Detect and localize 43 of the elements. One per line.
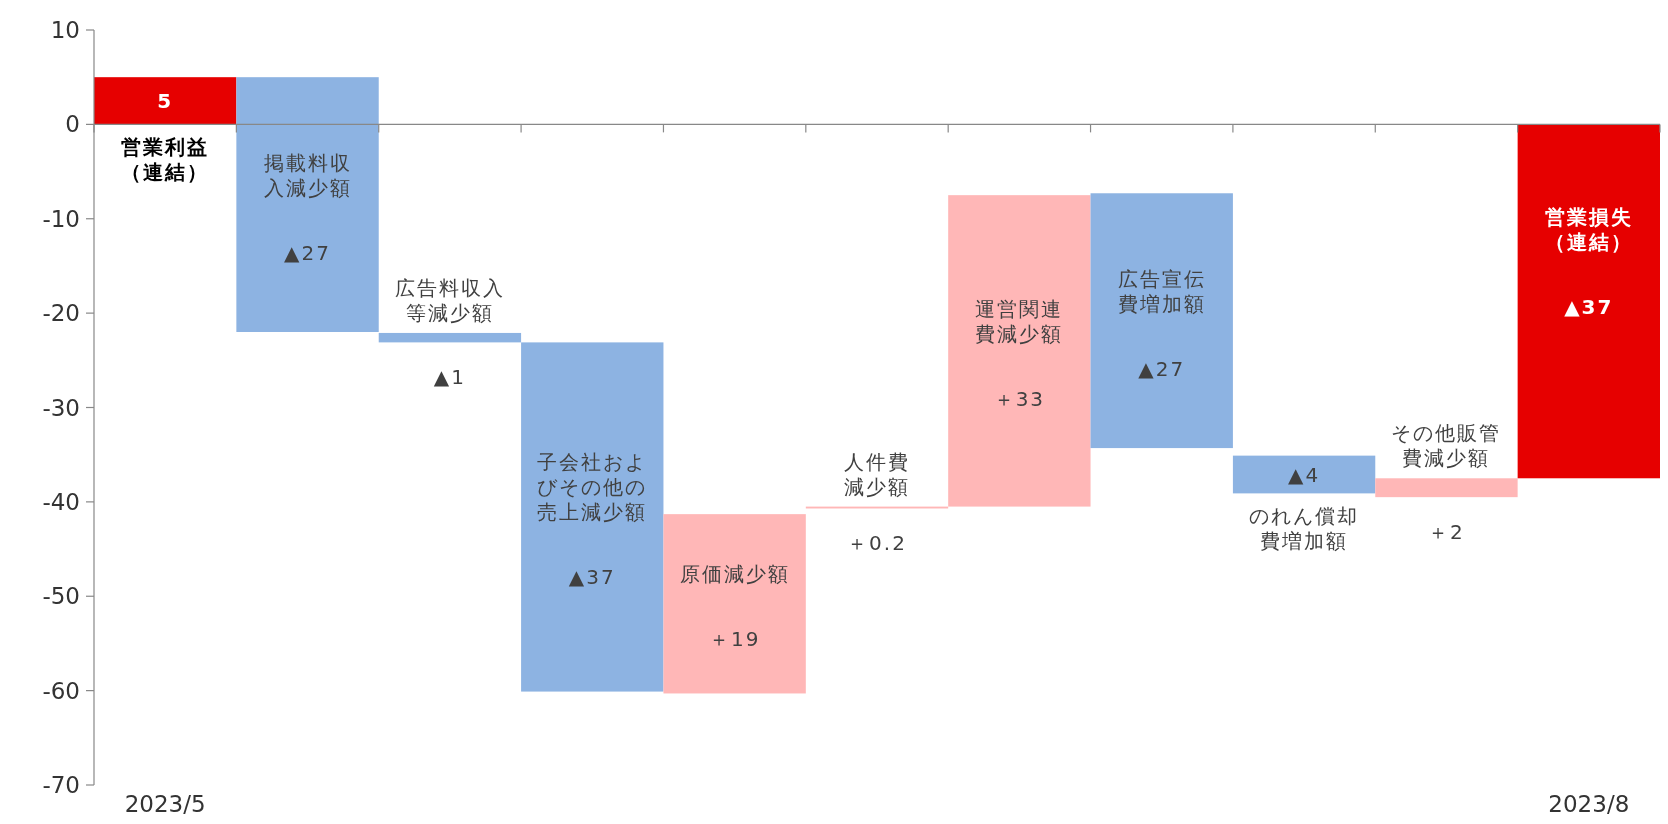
x-tick-label: その他販管費減少額 [1391, 421, 1502, 471]
bar [663, 514, 806, 694]
x-tick-label: 人件費減少額 [844, 449, 910, 499]
bar [94, 77, 237, 125]
x-tick-label: 営業利益（連結） [121, 135, 210, 185]
data-label: ▲37 [568, 565, 616, 590]
data-label: ▲4 [1288, 462, 1321, 487]
x-tick-label: 運営関連費減少額 [975, 296, 1064, 346]
y-tick-label: -30 [42, 394, 80, 421]
x-tick-label: 掲載料収入減少額 [263, 150, 352, 200]
bar [521, 342, 664, 692]
bar [1232, 455, 1376, 494]
bar [1375, 478, 1518, 498]
data-label: ＋0.2 [847, 531, 907, 556]
data-label: ▲27 [1138, 356, 1186, 381]
x-tick-label: 広告料収入等減少額 [394, 275, 505, 325]
x-tick-label: 広告宣伝費増加額 [1117, 266, 1206, 316]
y-tick-label: 0 [65, 111, 80, 138]
y-tick-label: -70 [42, 772, 80, 798]
data-label: ＋2 [1428, 520, 1465, 545]
bar [1090, 193, 1233, 449]
x-tick-label: 原価減少額 [679, 562, 790, 587]
bar [1517, 124, 1660, 479]
y-tick-label: -50 [42, 583, 80, 610]
x-tick-label: 子会社およびその他の売上減少額 [537, 450, 648, 525]
y-tick-label: -20 [42, 300, 80, 327]
data-label: ▲27 [284, 240, 331, 265]
data-label: ＋19 [708, 627, 761, 652]
data-label: 5 [157, 88, 174, 113]
y-tick-label: -40 [42, 488, 80, 515]
x-tick-label: 営業損失（連結） [1544, 205, 1633, 255]
bar [378, 332, 522, 343]
data-label: ▲1 [433, 365, 466, 390]
x-tick-label: のれん償却費増加額 [1249, 504, 1360, 554]
data-label: ▲37 [1564, 295, 1614, 320]
text: 2023/5 [124, 791, 206, 817]
data-label: ＋33 [993, 386, 1046, 411]
text: 2023/8 [1548, 791, 1630, 817]
y-tick-label: -10 [42, 205, 80, 232]
bar [236, 77, 379, 332]
bar [948, 195, 1091, 507]
y-tick-label: -60 [42, 677, 80, 704]
y-tick-label: 10 [50, 17, 80, 43]
